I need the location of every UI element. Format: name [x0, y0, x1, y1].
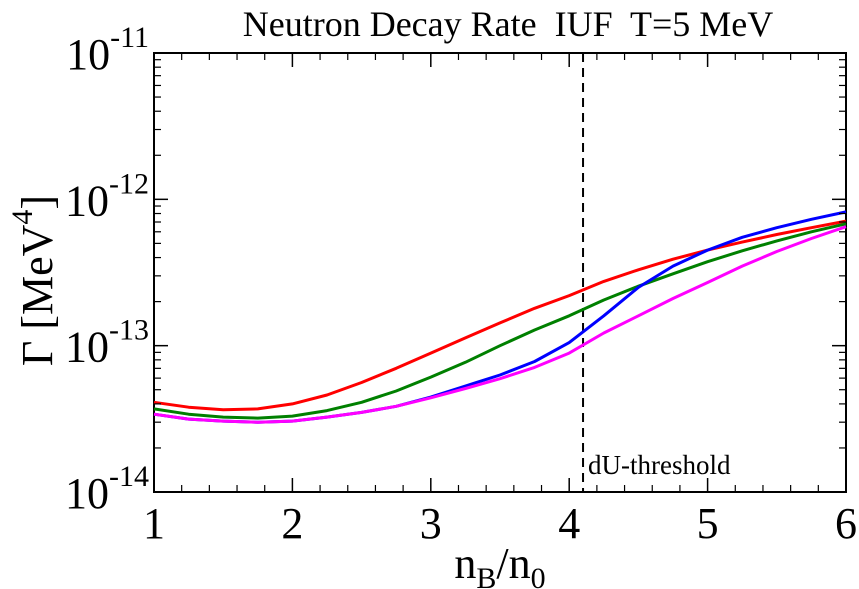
y-tick-base: 10 [65, 323, 109, 372]
threshold-label: dU-threshold [588, 450, 731, 480]
plot-frame-rect [153, 52, 847, 493]
plot-frame [153, 52, 847, 493]
chart-title: Neutron Decay Rate IUF T=5 MeV [243, 4, 774, 44]
axis-labels: Neutron Decay Rate IUF T=5 MeV nB/n0 Γ [Me… [6, 4, 773, 589]
y-tick-exponent: -14 [109, 460, 149, 493]
x-tick-label: 4 [558, 499, 580, 548]
y-tick-base: 10 [66, 30, 110, 79]
threshold-marker: dU-threshold [582, 53, 731, 492]
y-tick-exponent: -12 [109, 167, 149, 200]
x-tick-label: 6 [835, 499, 857, 548]
y-label-prefix: Γ [MeV [13, 224, 62, 366]
y-tick-exponent: -13 [109, 314, 149, 347]
series-line-1 [153, 219, 847, 412]
y-tick-label: 10-11 [66, 21, 149, 79]
y-label-superscript: 4 [6, 210, 39, 225]
series-lines [153, 210, 847, 424]
series-line-2 [153, 222, 847, 420]
x-tick-label: 5 [697, 499, 719, 548]
series-line-4 [153, 225, 847, 424]
y-tick-base: 10 [65, 469, 109, 518]
y-axis-label: Γ [MeV4] [6, 195, 62, 366]
y-tick-exponent: -11 [110, 21, 149, 54]
x-tick-label: 3 [420, 499, 442, 548]
x-label-base: n [454, 539, 476, 588]
x-label-separator: /n [496, 539, 530, 588]
x-tick-label: 2 [281, 499, 303, 548]
x-axis-label: nB/n0 [454, 539, 545, 589]
y-tick-label: 10-14 [65, 460, 149, 518]
x-tick-label: 1 [143, 499, 165, 548]
y-tick-base: 10 [65, 176, 109, 225]
x-label-subscript: B [476, 562, 496, 589]
y-tick-label: 10-12 [65, 167, 149, 225]
x-label-subscript: 0 [531, 562, 546, 589]
y-label-suffix: ] [13, 195, 62, 210]
y-tick-label: 10-13 [65, 314, 149, 372]
